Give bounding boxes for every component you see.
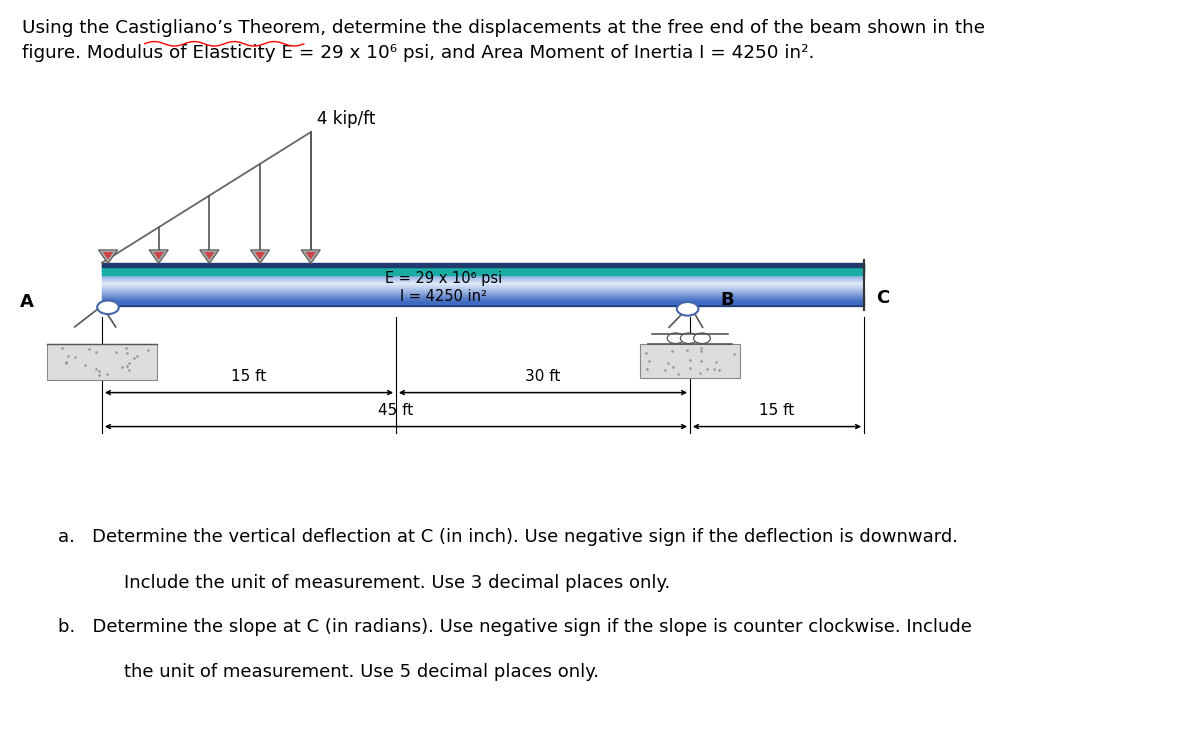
Text: A: A: [19, 293, 34, 311]
Bar: [640, 344, 740, 378]
Polygon shape: [306, 252, 316, 260]
Polygon shape: [98, 250, 118, 263]
Polygon shape: [301, 250, 320, 263]
Circle shape: [97, 300, 119, 314]
Polygon shape: [103, 252, 113, 260]
Polygon shape: [251, 250, 270, 263]
Text: 4 kip/ft: 4 kip/ft: [317, 110, 376, 128]
Text: I = 4250 in²: I = 4250 in²: [401, 288, 487, 304]
Text: Using the Castigliano’s Theorem, determine the displacements at the free end of : Using the Castigliano’s Theorem, determi…: [22, 19, 985, 37]
Bar: [47, 344, 157, 380]
Polygon shape: [204, 252, 215, 260]
Polygon shape: [149, 250, 168, 263]
Circle shape: [677, 302, 698, 316]
Text: 15 ft: 15 ft: [760, 403, 794, 418]
Text: C: C: [876, 289, 889, 307]
Polygon shape: [154, 252, 164, 260]
Text: the unit of measurement. Use 5 decimal places only.: the unit of measurement. Use 5 decimal p…: [124, 663, 599, 681]
Text: 30 ft: 30 ft: [526, 369, 560, 384]
Text: figure. Modulus of Elasticity E = 29 x 10⁶ psi, and Area Moment of Inertia I = 4: figure. Modulus of Elasticity E = 29 x 1…: [22, 44, 814, 62]
Text: E = 29 x 10⁶ psi: E = 29 x 10⁶ psi: [385, 270, 503, 285]
Text: b.   Determine the slope at C (in radians). Use negative sign if the slope is co: b. Determine the slope at C (in radians)…: [58, 618, 972, 636]
Bar: [102, 267, 864, 275]
Text: Include the unit of measurement. Use 3 decimal places only.: Include the unit of measurement. Use 3 d…: [124, 574, 670, 592]
Circle shape: [667, 333, 684, 344]
Text: a.   Determine the vertical deflection at C (in inch). Use negative sign if the : a. Determine the vertical deflection at …: [58, 528, 958, 547]
Circle shape: [680, 333, 697, 344]
Circle shape: [694, 333, 710, 344]
Text: 15 ft: 15 ft: [232, 369, 266, 384]
Bar: [102, 263, 864, 267]
Text: 45 ft: 45 ft: [378, 403, 414, 418]
Polygon shape: [254, 252, 265, 260]
Text: B: B: [720, 291, 733, 310]
Polygon shape: [199, 250, 218, 263]
